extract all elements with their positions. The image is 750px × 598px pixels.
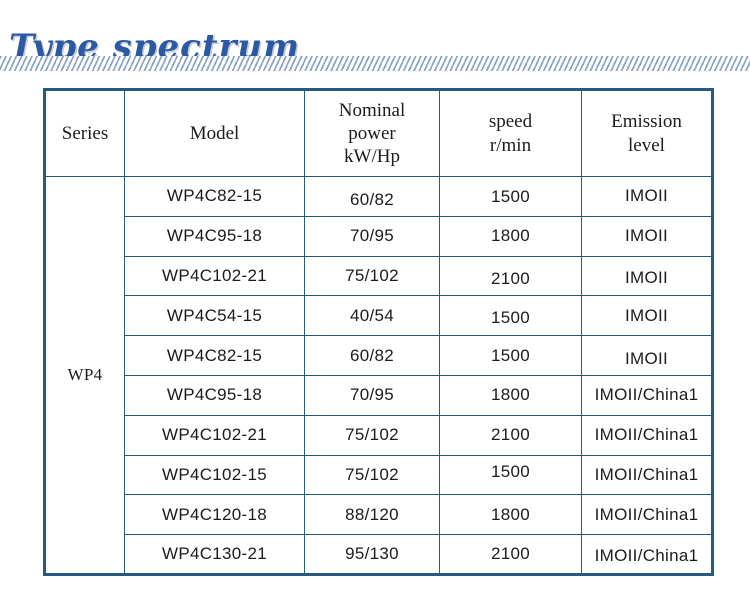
speed-cell: 2100 [439,414,582,456]
power-cell: 75/102 [304,255,440,297]
type-spectrum-table: Series Model Nominal power kW/Hp speed r… [43,88,714,576]
speed-cell: 1800 [439,215,582,257]
model-cell: WP4C95-18 [124,215,305,257]
model-cell: WP4C82-15 [124,335,305,376]
speed-cell: 2100 [439,255,582,297]
header-speed: speed r/min [439,89,582,177]
speed-cell: 1800 [439,374,582,416]
emission-cell: IMOII [581,335,713,376]
header-nominal-power: Nominal power kW/Hp [304,89,440,177]
header-emission-level: Emission level [581,89,713,177]
header-model: Model [124,89,305,177]
model-cell: WP4C54-15 [124,295,305,337]
emission-cell: IMOII/China1 [581,494,713,536]
speed-cell: 1500 [439,176,582,217]
table-row: WP4C120-18 88/120 1800 IMOII/China1 [45,494,713,536]
speed-cell: 1800 [439,494,582,536]
model-cell: WP4C102-21 [124,255,305,297]
power-cell: 70/95 [304,215,440,257]
power-cell: 60/82 [304,335,440,376]
table-row: WP4 WP4C82-15 60/82 1500 IMOII [44,176,713,575]
power-cell: 75/102 [304,414,440,456]
power-cell: 60/82 [304,176,440,217]
table-body: WP4 WP4C82-15 60/82 1500 IMOII WP4C95-18… [44,176,713,575]
power-cell: 70/95 [304,374,440,416]
header-row: Series Model Nominal power kW/Hp speed r… [44,89,713,177]
emission-cell: IMOII/China1 [581,454,713,496]
speed-cell: 1500 [439,454,582,496]
table-row: WP4C102-21 75/102 2100 IMOII/China1 [45,414,713,456]
table-row: WP4C130-21 95/130 2100 IMOII/China1 [45,534,713,575]
emission-cell: IMOII/China1 [581,374,713,416]
table-row: WP4C95-18 70/95 1800 IMOII/China1 [45,374,713,416]
table-row: WP4C102-15 75/102 1500 IMOII/China1 [45,454,713,496]
emission-cell: IMOII/China1 [581,534,713,575]
table-row: WP4C54-15 40/54 1500 IMOII [45,295,713,337]
series-cell: WP4 [44,176,125,575]
emission-cell: IMOII/China1 [581,414,713,456]
emission-cell: IMOII [581,176,713,217]
power-cell: 95/130 [304,534,440,575]
speed-cell: 1500 [439,295,582,337]
power-cell: 88/120 [304,494,440,536]
table-row: WP4C102-21 75/102 2100 IMOII [45,255,713,297]
model-cell: WP4C102-15 [124,454,305,496]
model-cell: WP4C82-15 [124,176,305,217]
power-cell: 75/102 [304,454,440,496]
table-row: WP4C82-15 60/82 1500 IMOII [45,335,713,376]
speed-cell: 2100 [439,534,582,575]
model-cell: WP4C102-21 [124,414,305,456]
emission-cell: IMOII [581,295,713,337]
model-cell: WP4C120-18 [124,494,305,536]
speed-cell: 1500 [439,335,582,376]
table-header: Series Model Nominal power kW/Hp speed r… [44,89,713,177]
header-series: Series [44,89,125,177]
table-row: WP4C95-18 70/95 1800 IMOII [45,215,713,257]
power-cell: 40/54 [304,295,440,337]
diagonal-stripe-divider [0,56,750,71]
emission-cell: IMOII [581,255,713,297]
model-cell: WP4C130-21 [124,534,305,575]
model-cell: WP4C95-18 [124,374,305,416]
emission-cell: IMOII [581,215,713,257]
